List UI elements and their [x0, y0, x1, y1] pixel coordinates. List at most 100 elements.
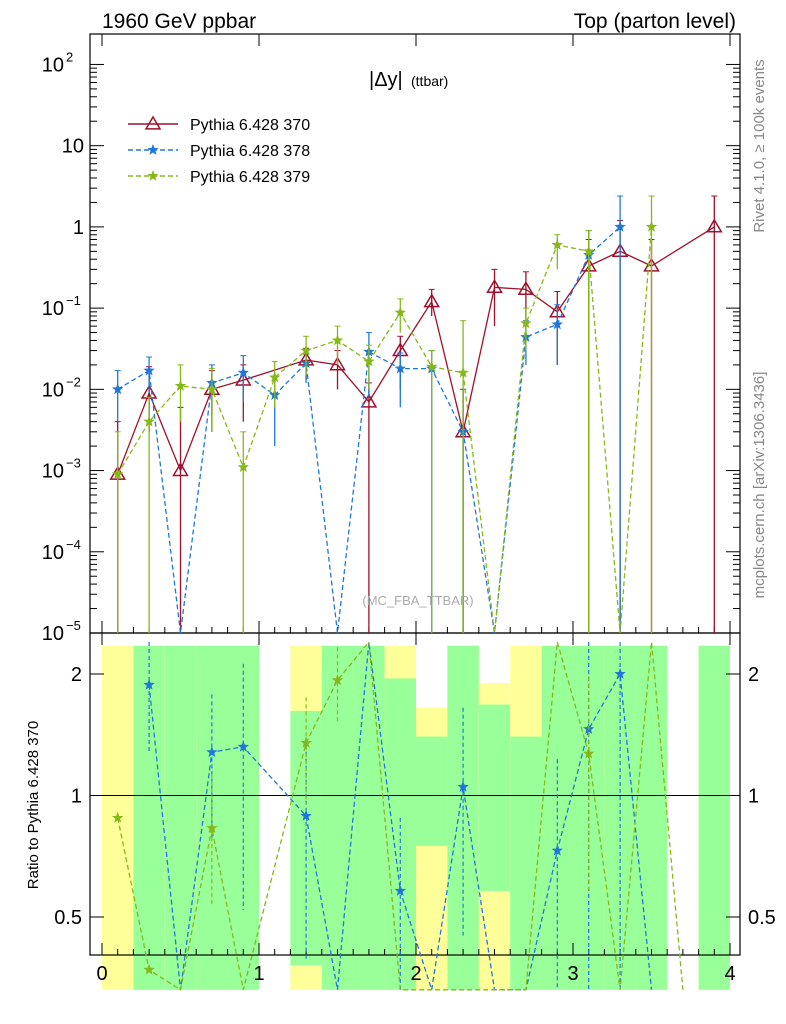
ratio-tick-label-right: 0.5 — [748, 907, 776, 929]
y-tick-label: 1 — [73, 217, 84, 239]
series-3-point — [331, 334, 344, 346]
series-3-point — [174, 380, 187, 391]
main-frame — [89, 33, 741, 634]
ratio-band-inner — [698, 645, 730, 990]
series-1-point — [172, 462, 189, 477]
watermark: (MC_FBA_TTBAR) — [362, 593, 473, 608]
title-sub: (ttbar) — [411, 73, 448, 89]
series-3-point — [237, 461, 249, 472]
ratio-series-2-point — [300, 809, 312, 821]
ratio-series-3-point — [583, 747, 595, 759]
ratio-tick-label: 1 — [71, 786, 82, 808]
y-tick-label: 10 — [42, 461, 64, 483]
series-2-line — [117, 226, 621, 634]
ratio-series-2-point — [614, 668, 626, 679]
series-3-point — [269, 371, 281, 383]
ratio-band-inner — [353, 645, 385, 990]
ratio-series-2-point — [237, 740, 249, 752]
series-1-line — [117, 226, 715, 475]
header-right: Top (parton level) — [574, 10, 736, 33]
y-tick-label: 10 — [42, 623, 64, 645]
x-tick-label: 3 — [567, 963, 578, 985]
series-1-point — [360, 393, 378, 408]
ratio-band-inner — [447, 645, 479, 990]
ratio-series-3-line — [117, 640, 684, 991]
series-1-point — [329, 356, 346, 371]
ratio-series-3-point — [112, 811, 124, 823]
ratio-band-inner — [478, 704, 511, 891]
ratio-band-inner — [227, 645, 259, 990]
series-3-point — [206, 383, 218, 395]
side-label-top: Rivet 4.1.0, ≥ 100k events — [751, 59, 768, 232]
y-tick-label: 10 — [62, 136, 84, 158]
series-2-point — [551, 318, 563, 330]
y-tick-label: 10 — [42, 542, 64, 564]
ratio-series-3-point — [143, 963, 155, 975]
x-tick-label: 1 — [253, 963, 264, 985]
ratio-band-inner — [635, 645, 668, 990]
y-tick-exponent: −5 — [66, 618, 81, 633]
series-3-point — [394, 306, 406, 318]
series-3-point — [645, 220, 658, 232]
legend-label-3: Pythia 6.428 379 — [190, 169, 310, 186]
ratio-tick-label-right: 1 — [748, 786, 759, 808]
x-tick-label: 2 — [410, 963, 421, 985]
ratio-series-2-point — [551, 844, 563, 856]
series-1-point — [517, 280, 535, 296]
series-2-point — [237, 366, 249, 378]
ratio-band-inner — [321, 645, 354, 990]
series-3-point — [300, 344, 312, 356]
y-tick-exponent: −2 — [66, 374, 81, 389]
legend-label-1: Pythia 6.428 370 — [190, 117, 310, 134]
series-2-point — [112, 383, 124, 395]
legend-marker-1 — [144, 115, 162, 130]
y-tick-exponent: −4 — [66, 537, 81, 552]
ratio-series-3-point — [206, 822, 218, 833]
ratio-tick-label: 2 — [71, 664, 82, 686]
ratio-series-2-point — [457, 780, 469, 792]
series-3-point — [551, 238, 563, 250]
series-1-point — [423, 293, 441, 308]
ratio-layer — [112, 640, 684, 991]
ratio-series-2-point — [394, 885, 406, 896]
series-3-point — [457, 366, 469, 378]
ratio-band-inner — [416, 736, 448, 846]
series-2-point — [614, 220, 626, 232]
series-1-point — [705, 218, 723, 233]
ratio-series-3-point — [331, 674, 344, 686]
x-tick-label: 0 — [96, 963, 107, 985]
y-tick-label: 10 — [42, 54, 64, 76]
ratio-axes: 0 1 2 3 4 2 2 1 1 0.5 0.5 — [54, 632, 776, 985]
y-tick-exponent: −1 — [66, 293, 81, 308]
series-3-point — [363, 355, 375, 367]
y-tick-label: 10 — [42, 298, 64, 320]
ratio-series-2-point — [206, 746, 218, 758]
y-tick-label: 10 — [42, 379, 64, 401]
legend-marker-3 — [147, 170, 159, 181]
series-2-point — [394, 362, 406, 374]
series-3-point — [426, 360, 438, 372]
ratio-series-2-line — [148, 641, 653, 991]
series-layer — [109, 195, 723, 634]
legend: Pythia 6.428 370 Pythia 6.428 378 Pythia 6… — [128, 115, 310, 186]
side-label-bottom: mcplots.cern.ch [arXiv:1306.3436] — [751, 372, 768, 599]
series-3-point — [143, 415, 155, 427]
header-left: 1960 GeV ppbar — [102, 10, 256, 33]
ratio-tick-label: 0.5 — [54, 907, 82, 929]
legend-marker-2 — [147, 144, 159, 155]
series-3-point — [112, 468, 124, 480]
y-tick-exponent: −3 — [66, 456, 81, 471]
ratio-frame — [89, 632, 741, 956]
series-2-point — [143, 364, 155, 376]
ratio-series-3-point — [300, 736, 312, 748]
ratio-band-inner — [164, 645, 197, 990]
ratio-series-2-point — [143, 678, 155, 690]
ratio-bands — [102, 645, 730, 990]
series-1-point — [486, 278, 503, 294]
ratio-band-inner — [510, 736, 542, 990]
title-main: |Δy| — [369, 69, 403, 91]
y-tick-exponent: 2 — [66, 49, 73, 64]
series-3-point — [583, 245, 595, 257]
ratio-tick-label-right: 2 — [748, 664, 759, 686]
